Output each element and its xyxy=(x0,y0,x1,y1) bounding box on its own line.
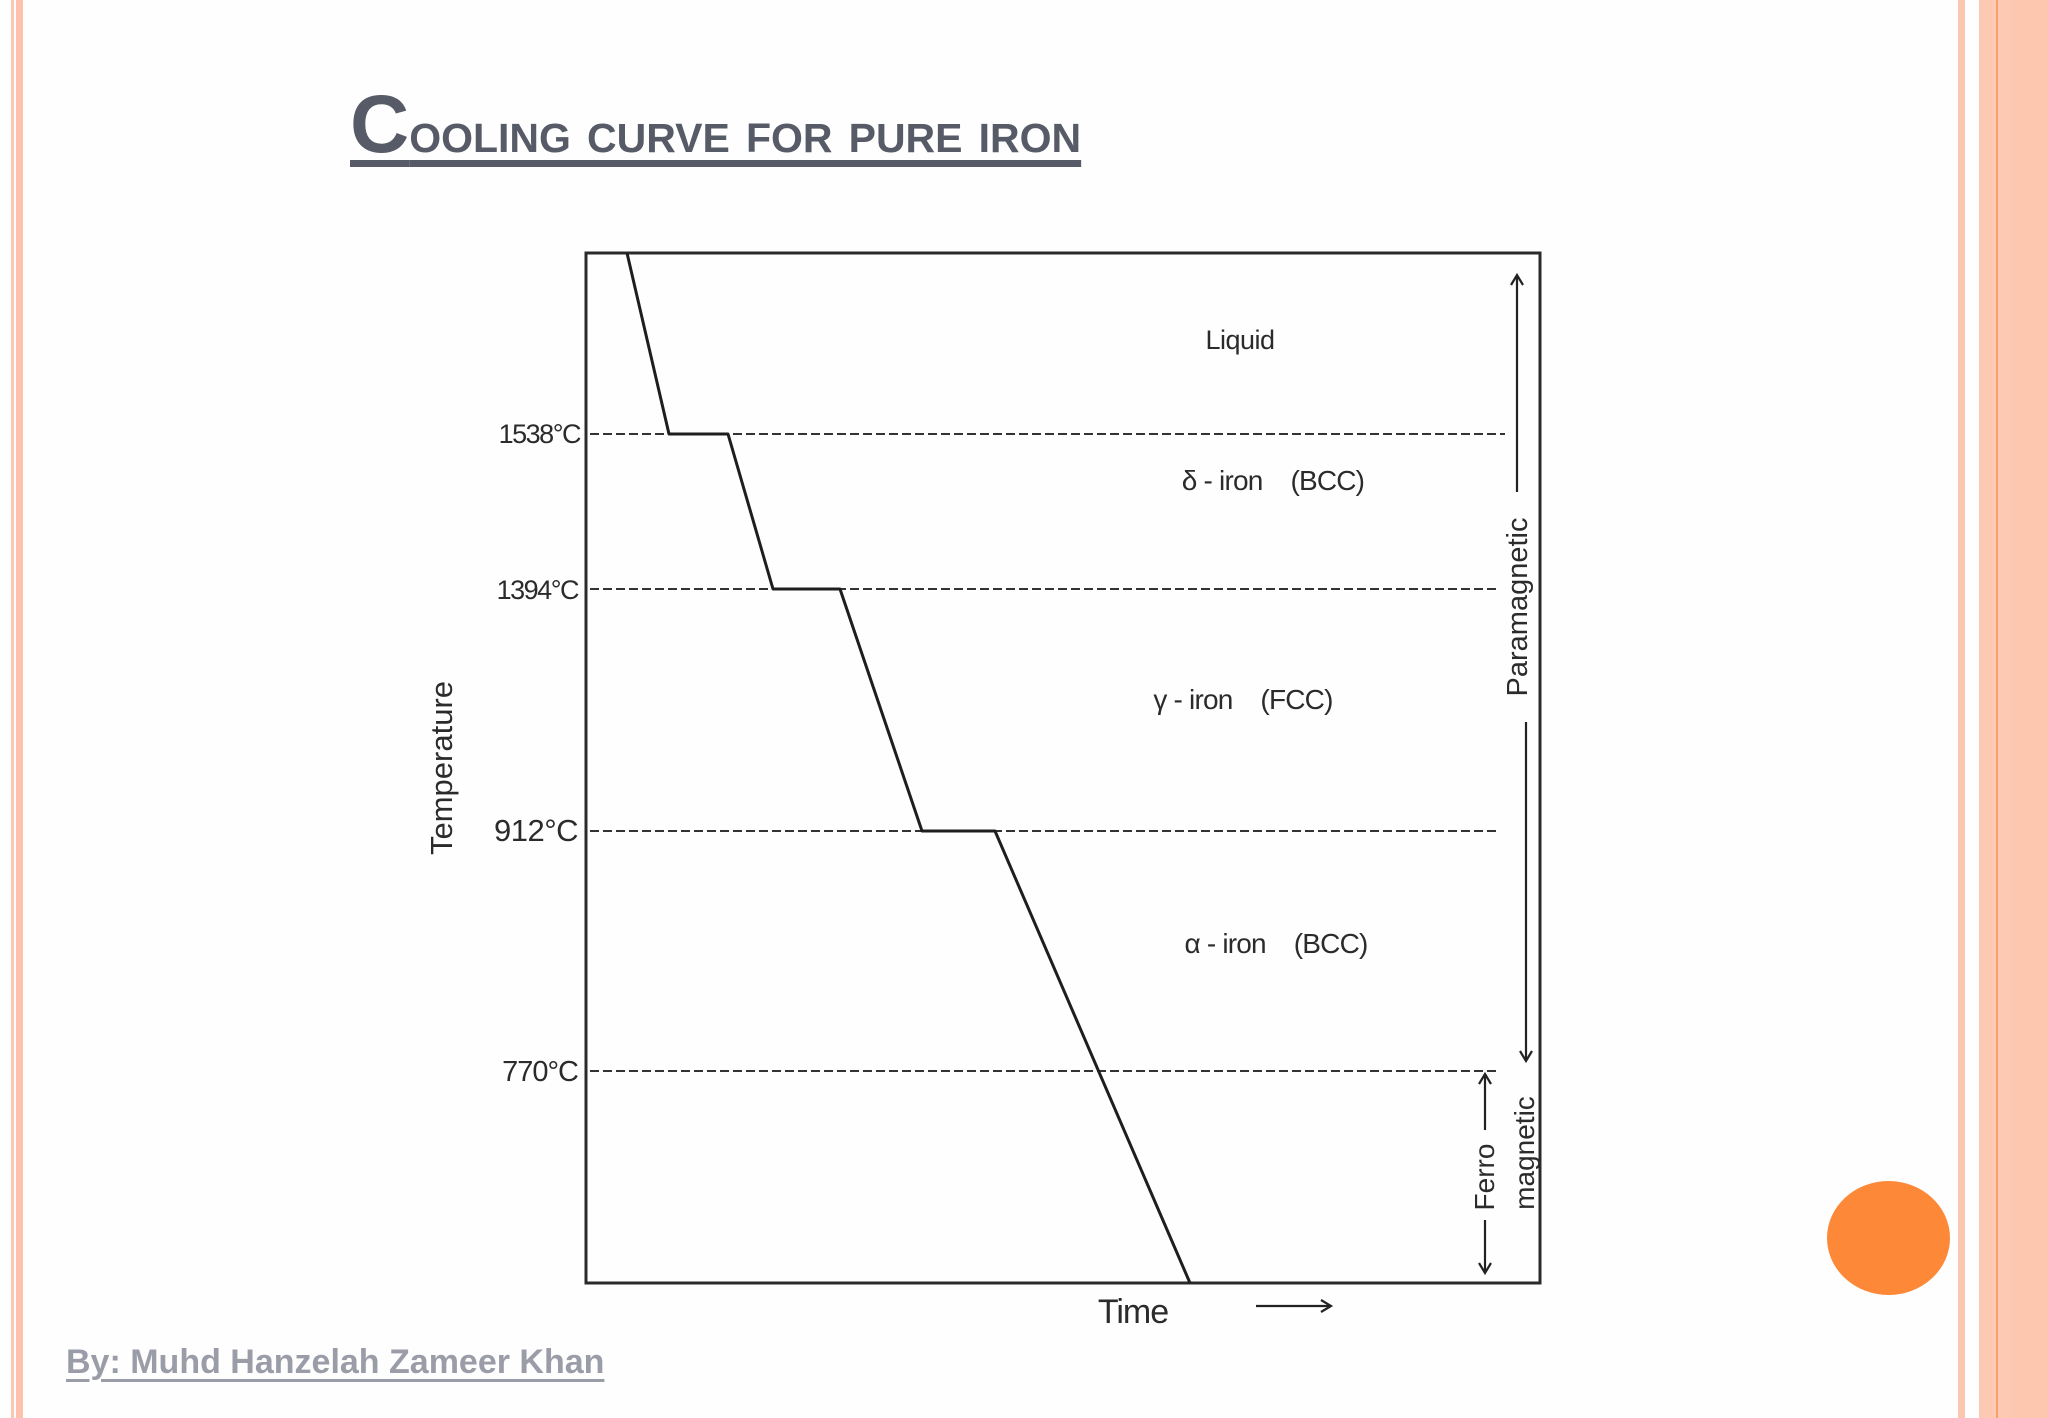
ferro-label-line1: Ferro xyxy=(1469,1144,1500,1211)
region-label-alpha-iron: α - iron (BCC) xyxy=(1184,928,1367,959)
ferro-label-line2: magnetic xyxy=(1509,1096,1540,1210)
cooling-curve-line xyxy=(625,252,1192,1284)
temperature-dashed-lines xyxy=(590,433,1505,1072)
tick-label-912: 912°C xyxy=(494,813,578,848)
region-label-gamma-iron: γ - iron (FCC) xyxy=(1153,684,1332,715)
tick-label-1394: 1394°C xyxy=(497,575,579,605)
left-border-stripe-thin xyxy=(11,0,14,1418)
region-label-delta-iron: δ - iron (BCC) xyxy=(1182,465,1364,496)
right-border-stripe-line xyxy=(1996,0,1998,1418)
plot-frame xyxy=(584,251,1542,1285)
paramagnetic-label: Paramagnetic xyxy=(1502,518,1534,697)
title-rest: ooling curve for pure iron xyxy=(409,100,1082,165)
right-border-stripe-3 xyxy=(2012,0,2048,1418)
left-border-stripe-thick xyxy=(16,0,23,1418)
tick-label-1538: 1538°C xyxy=(499,419,581,449)
slide-title: Cooling curve for pure iron xyxy=(350,78,1572,172)
x-axis-label: Time xyxy=(1098,1293,1168,1331)
title-initial: C xyxy=(350,79,410,170)
tick-label-770: 770°C xyxy=(502,1056,578,1088)
y-axis-label: Temperature xyxy=(424,681,459,855)
right-border-stripe-1 xyxy=(1958,0,1965,1418)
decorative-orange-dot xyxy=(1827,1181,1950,1295)
region-label-liquid: Liquid xyxy=(1205,325,1274,355)
author-byline: By: Muhd Hanzelah Zameer Khan xyxy=(66,1343,605,1381)
